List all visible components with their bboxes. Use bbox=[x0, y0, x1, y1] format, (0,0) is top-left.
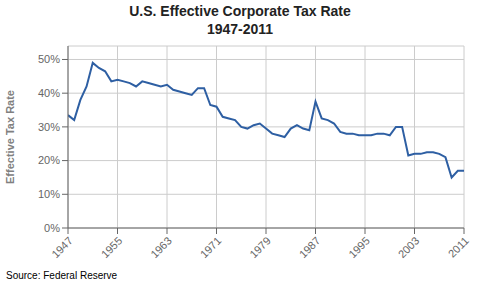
svg-text:1987: 1987 bbox=[297, 234, 323, 260]
svg-text:1979: 1979 bbox=[247, 234, 273, 260]
html-text:1947-2011: 1947-2011 bbox=[206, 21, 274, 37]
svg-text:1963: 1963 bbox=[148, 234, 174, 260]
svg-text:0%: 0% bbox=[44, 222, 60, 234]
html-text:U.S. Effective Corporate Tax R: U.S. Effective Corporate Tax Rate bbox=[129, 3, 351, 19]
svg-text:1995: 1995 bbox=[346, 234, 372, 260]
svg-text:1947: 1947 bbox=[49, 234, 75, 260]
svg-text:Effective Tax Rate: Effective Tax Rate bbox=[8, 90, 16, 184]
svg-text:20%: 20% bbox=[38, 154, 60, 166]
svg-text:1971: 1971 bbox=[198, 234, 224, 260]
svg-text:10%: 10% bbox=[38, 188, 60, 200]
svg-text:2011: 2011 bbox=[446, 234, 471, 259]
svg-text:2003: 2003 bbox=[396, 234, 422, 260]
svg-text:50%: 50% bbox=[38, 53, 60, 65]
svg-text:1955: 1955 bbox=[99, 234, 125, 260]
svg-text:40%: 40% bbox=[38, 87, 60, 99]
svg-text:30%: 30% bbox=[38, 121, 60, 133]
html-text:Source: Federal Reserve: Source: Federal Reserve bbox=[6, 270, 118, 281]
